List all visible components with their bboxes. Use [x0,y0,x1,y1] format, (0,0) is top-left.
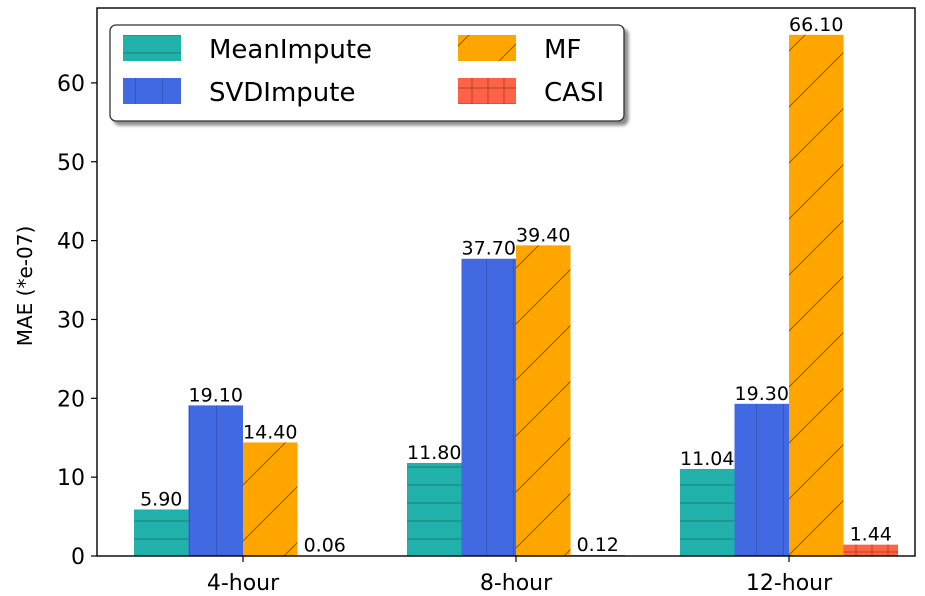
data-label-svdimpute-4-hour: 19.10 [189,384,243,406]
y-tick-label: 30 [57,308,85,333]
x-tick-label: 4-hour [207,571,280,596]
data-label-meanimpute-8-hour: 11.80 [407,442,461,464]
legend-label-casi: CASI [544,78,604,108]
legend-swatch-hatch-casi [458,78,516,104]
y-axis-label: MAE (*e-07) [13,226,37,347]
data-label-svdimpute-8-hour: 37.70 [462,238,516,260]
data-label-casi-8-hour: 0.12 [577,534,619,556]
y-tick-label: 60 [57,72,85,97]
bar-hatch-mf-12-hour [789,34,844,556]
bar-hatch-mf-8-hour [516,245,571,556]
legend: MeanImpute MF SVDImpute CASI [109,24,625,122]
data-label-meanimpute-4-hour: 5.90 [140,488,182,510]
y-tick-label: 50 [57,151,85,176]
data-label-mf-8-hour: 39.40 [516,224,570,246]
data-label-svdimpute-12-hour: 19.30 [735,383,789,405]
y-tick-label: 10 [57,466,85,491]
bar-hatch-meanimpute-4-hour [134,509,189,556]
legend-swatch-hatch-meanimpute [123,35,181,61]
bar-hatch-svdimpute-4-hour [188,405,243,556]
bar-hatch-meanimpute-12-hour [680,468,735,556]
data-label-casi-12-hour: 1.44 [850,524,892,546]
data-label-mf-4-hour: 14.40 [243,421,297,443]
data-label-meanimpute-12-hour: 11.04 [680,448,734,470]
x-tick-label: 12-hour [746,571,833,596]
legend-label-meanimpute: MeanImpute [209,35,372,65]
legend-swatch-hatch-mf [458,35,516,61]
y-tick-label: 40 [57,230,85,255]
legend-swatch-hatch-svdimpute [123,78,181,104]
legend-label-mf: MF [544,35,581,65]
bar-hatch-mf-4-hour [243,442,298,556]
bar-hatch-svdimpute-12-hour [734,403,789,556]
data-label-casi-4-hour: 0.06 [304,535,346,557]
data-label-mf-12-hour: 66.10 [789,14,843,36]
bar-hatch-svdimpute-8-hour [461,258,516,556]
y-tick-label: 20 [57,387,85,412]
legend-label-svdimpute: SVDImpute [209,78,355,108]
x-tick-label: 8-hour [480,571,553,596]
y-tick-label: 0 [71,545,85,570]
plot-frame [96,7,916,557]
bar-hatch-meanimpute-8-hour [407,462,462,556]
bar-hatch-casi-12-hour [843,544,898,556]
